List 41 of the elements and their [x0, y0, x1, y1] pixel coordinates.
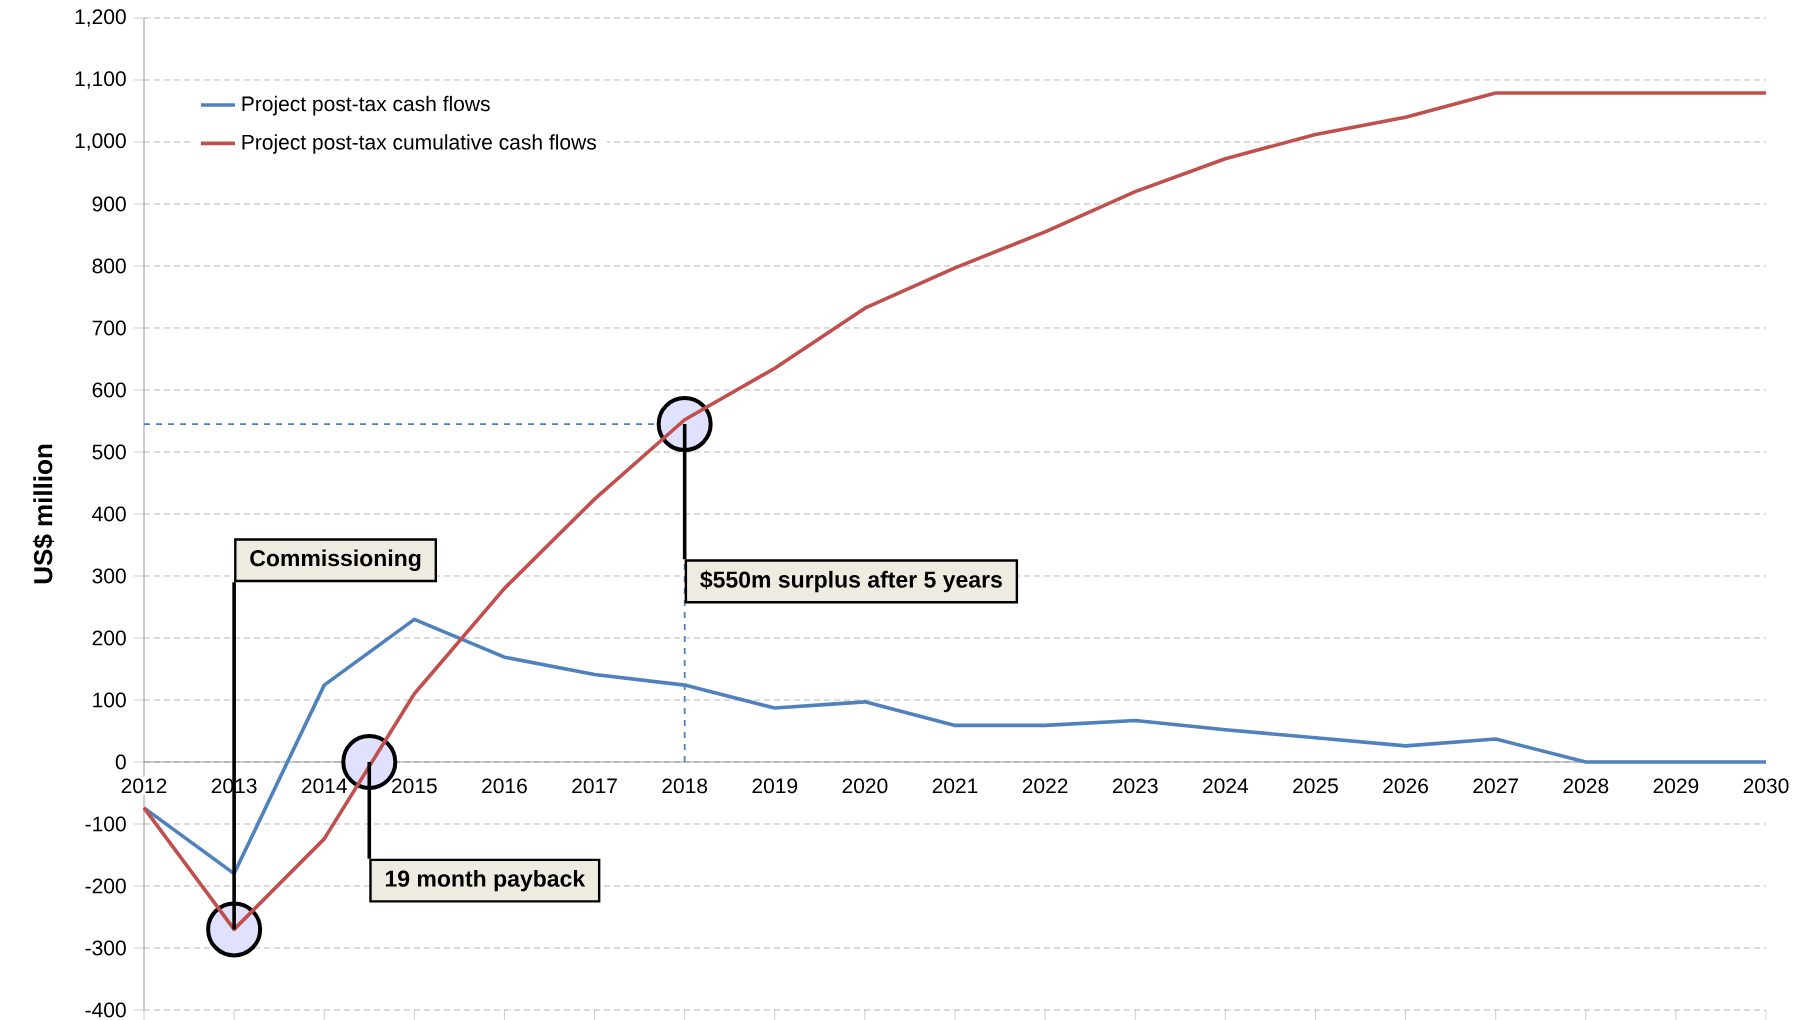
y-tick-label: 1,000: [75, 133, 126, 151]
annotation: 19 month payback: [385, 869, 586, 892]
x-tick-label: 2020: [842, 778, 888, 794]
x-tick-label: 2021: [932, 778, 978, 794]
legend-label: Project post-tax cash flows: [242, 95, 490, 116]
y-tick-label: 200: [92, 630, 126, 646]
y-tick-label: -400: [85, 1002, 126, 1018]
annotation: Commissioning: [250, 549, 421, 571]
x-tick-label: 2023: [1112, 778, 1158, 794]
y-axis-title: US$ million: [32, 444, 55, 584]
x-tick-label: 2027: [1473, 778, 1518, 794]
x-tick-label: 2014: [301, 778, 347, 794]
y-tick-label: 300: [92, 568, 126, 584]
y-tick-label: -300: [85, 940, 126, 956]
y-tick-label: 1,200: [75, 9, 126, 27]
x-tick-label: 2026: [1383, 778, 1428, 794]
x-tick-label: 2024: [1203, 778, 1249, 794]
y-tick-label: 800: [92, 258, 126, 274]
x-tick-label: 2012: [121, 778, 167, 794]
y-tick-label: 700: [92, 320, 126, 336]
y-tick-label: -100: [85, 816, 126, 832]
x-tick-label: 2017: [572, 778, 617, 794]
y-tick-label: 1,100: [75, 71, 126, 89]
x-tick-label: 2019: [752, 778, 798, 794]
x-tick-label: 2025: [1293, 778, 1338, 794]
x-tick-label: 2030: [1743, 778, 1789, 794]
y-tick-label: 900: [92, 196, 126, 212]
x-tick-label: 2016: [482, 778, 527, 794]
x-tick-label: 2022: [1022, 778, 1068, 794]
annotation: $550m surplus after 5 years: [700, 570, 1002, 593]
y-tick-label: 100: [93, 692, 126, 708]
y-tick-label: 500: [92, 444, 126, 460]
x-tick-label: 2015: [392, 778, 437, 794]
x-tick-label: 2029: [1653, 778, 1699, 794]
y-tick-label: 0: [115, 754, 126, 770]
x-tick-label: 2018: [662, 778, 708, 794]
y-tick-label: 600: [92, 382, 126, 398]
y-tick-label: -200: [85, 878, 126, 894]
x-tick-label: 2028: [1563, 778, 1609, 794]
y-tick-label: 400: [92, 506, 126, 522]
legend-label: Project post-tax cumulative cash flows: [242, 134, 596, 154]
